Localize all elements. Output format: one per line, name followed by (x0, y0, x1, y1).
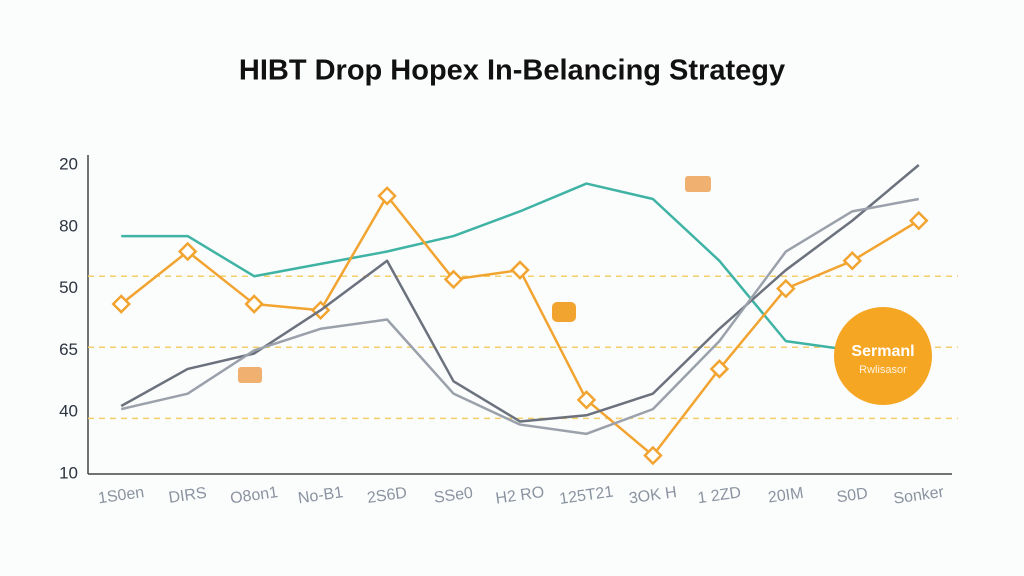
series-line (120, 194, 920, 457)
series-line (120, 197, 919, 436)
data-point (576, 390, 597, 410)
x-tick-label: SSe0 (433, 485, 474, 507)
series-line (120, 164, 920, 423)
y-tick-label: 80 (59, 216, 78, 235)
y-tick-label: 20 (59, 154, 78, 173)
annotation-subtitle: Rwlisasor (859, 364, 907, 376)
data-point (443, 269, 464, 290)
plot (88, 164, 958, 466)
data-point (377, 186, 397, 206)
data-point (842, 251, 863, 271)
x-tick-label: S0D (836, 485, 869, 506)
y-tick-label: 50 (59, 278, 78, 297)
data-point (510, 260, 530, 280)
icon (552, 302, 576, 322)
chart-title: HIBT Drop Hopex In-Belancing Strategy (239, 55, 785, 87)
x-tick-label: 20IM (767, 485, 805, 507)
y-tick-label: 10 (59, 463, 78, 482)
x-tick-label: DIRS (168, 485, 208, 507)
data-point (244, 294, 264, 314)
data-point (177, 241, 198, 262)
data-point (909, 210, 929, 231)
x-tick-label: 1S0en (97, 484, 145, 507)
y-tick-label: 65 (59, 340, 78, 359)
data-point (111, 294, 131, 314)
x-tick-label: Sonker (892, 484, 945, 508)
annotation-circle (834, 307, 932, 405)
x-tick-label: 3OK H (628, 484, 678, 508)
icon (238, 367, 262, 383)
data-point (776, 278, 796, 299)
x-tick-label: 1 2ZD (697, 484, 743, 507)
series-line (121, 182, 919, 355)
x-tick-label: O8on1 (229, 484, 279, 508)
y-tick-label: 40 (59, 402, 78, 421)
x-tick-label: 125T21 (558, 484, 614, 508)
x-tick-label: 2S6D (366, 485, 408, 507)
x-tick-label: H2 RO (495, 484, 546, 508)
x-tick-label: No-B1 (297, 484, 344, 507)
icon (685, 176, 711, 192)
annotation-title: Sermanl (851, 343, 914, 360)
data-point (643, 445, 663, 466)
data-point (709, 359, 730, 379)
